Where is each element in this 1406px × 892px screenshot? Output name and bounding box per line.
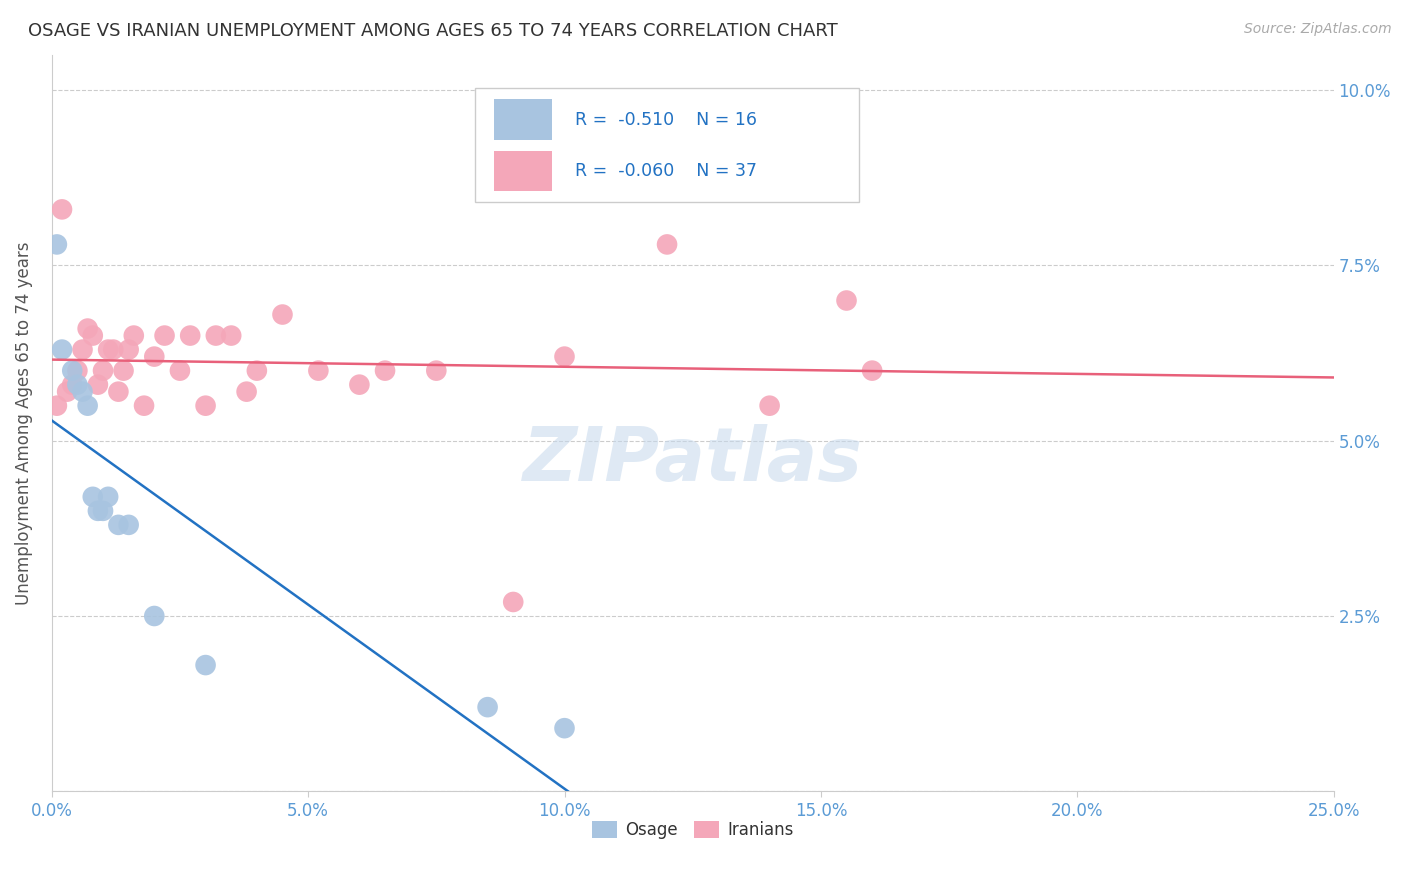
Point [655,237,678,252]
Point [374,363,396,377]
Text: R =  -0.510    N = 16: R = -0.510 N = 16 [575,111,756,128]
Point [87,377,110,392]
Point [45,399,67,413]
Point [143,609,166,624]
Point [349,377,371,392]
Point [205,328,228,343]
Point [82,328,104,343]
Point [246,363,269,377]
Point [60,363,83,377]
Point [82,490,104,504]
Point [860,363,883,377]
Point [553,721,575,735]
Text: Source: ZipAtlas.com: Source: ZipAtlas.com [1244,22,1392,37]
Text: ZIPatlas: ZIPatlas [523,424,863,497]
Point [169,363,191,377]
Point [425,363,447,377]
Point [502,595,524,609]
Point [477,700,499,714]
Point [132,399,155,413]
Point [118,517,141,532]
Point [235,384,257,399]
Point [194,658,217,673]
Text: R =  -0.060    N = 37: R = -0.060 N = 37 [575,162,756,180]
Point [60,377,83,392]
Point [72,343,94,357]
Bar [494,99,551,140]
Point [107,384,129,399]
Point [118,343,141,357]
Point [66,363,89,377]
Text: OSAGE VS IRANIAN UNEMPLOYMENT AMONG AGES 65 TO 74 YEARS CORRELATION CHART: OSAGE VS IRANIAN UNEMPLOYMENT AMONG AGES… [28,22,838,40]
Point [72,384,94,399]
Point [107,517,129,532]
Point [553,350,575,364]
Bar [494,151,551,191]
Point [91,504,114,518]
Point [307,363,329,377]
Point [219,328,242,343]
Point [51,202,73,217]
Y-axis label: Unemployment Among Ages 65 to 74 years: Unemployment Among Ages 65 to 74 years [15,242,32,605]
Point [179,328,201,343]
Point [112,363,135,377]
Point [143,350,166,364]
Point [76,399,98,413]
Point [194,399,217,413]
Point [56,384,79,399]
Point [835,293,858,308]
Point [271,308,294,322]
Point [76,321,98,335]
Point [87,504,110,518]
FancyBboxPatch shape [475,88,859,202]
Legend: Osage, Iranians: Osage, Iranians [585,814,800,846]
Point [758,399,780,413]
Point [66,377,89,392]
Point [97,490,120,504]
Point [97,343,120,357]
Point [51,343,73,357]
Point [153,328,176,343]
Point [91,363,114,377]
Point [122,328,145,343]
Point [45,237,67,252]
Point [103,343,125,357]
